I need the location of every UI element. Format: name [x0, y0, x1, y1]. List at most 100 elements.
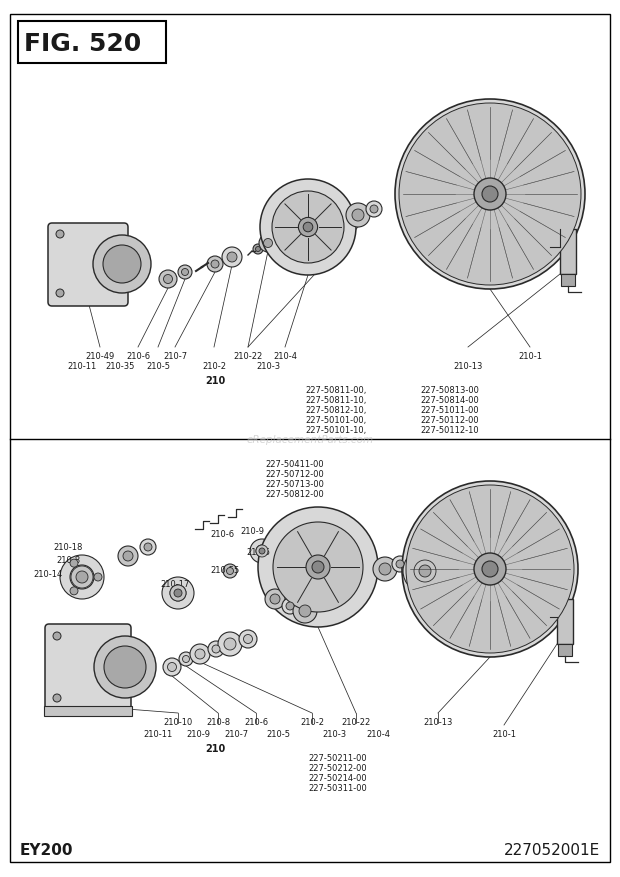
Text: 210-2: 210-2 [300, 717, 324, 726]
Circle shape [270, 595, 280, 604]
Text: 210-7: 210-7 [224, 729, 248, 738]
Text: 210-5: 210-5 [266, 729, 290, 738]
Circle shape [244, 635, 252, 644]
Circle shape [174, 589, 182, 597]
Circle shape [255, 247, 260, 253]
Circle shape [298, 218, 317, 238]
Text: 210-6: 210-6 [244, 717, 268, 726]
Circle shape [253, 245, 263, 254]
Text: 227-51011-00: 227-51011-00 [420, 405, 479, 415]
Circle shape [346, 203, 370, 228]
Circle shape [70, 566, 94, 589]
Circle shape [71, 567, 93, 588]
Circle shape [265, 589, 285, 610]
Circle shape [256, 545, 268, 558]
Text: 227-50713-00: 227-50713-00 [265, 480, 324, 488]
Circle shape [76, 571, 88, 583]
Bar [561, 275, 575, 287]
Circle shape [373, 558, 397, 581]
Circle shape [312, 561, 324, 574]
Circle shape [170, 585, 186, 602]
Text: 210-22: 210-22 [342, 717, 371, 726]
Text: 227-50813-00: 227-50813-00 [420, 386, 479, 395]
Circle shape [164, 275, 172, 284]
Circle shape [273, 523, 363, 612]
Circle shape [370, 206, 378, 214]
Bar [18, 22, 166, 64]
Circle shape [396, 560, 404, 568]
Circle shape [293, 599, 317, 624]
Text: 227-50811-00,: 227-50811-00, [305, 386, 366, 395]
Text: 227-50811-10,: 227-50811-10, [305, 396, 366, 404]
Circle shape [286, 602, 294, 610]
Circle shape [195, 649, 205, 660]
Circle shape [179, 652, 193, 667]
Text: 210: 210 [205, 375, 225, 386]
Circle shape [123, 552, 133, 561]
Circle shape [163, 659, 181, 676]
Bar [44, 706, 132, 717]
Circle shape [299, 605, 311, 617]
Text: 210-9: 210-9 [186, 729, 210, 738]
Circle shape [93, 236, 151, 294]
Text: 210-49: 210-49 [86, 352, 115, 360]
Circle shape [162, 577, 194, 610]
Circle shape [239, 631, 257, 648]
Text: 227-50112-10: 227-50112-10 [420, 425, 479, 434]
Circle shape [224, 638, 236, 650]
Circle shape [250, 539, 274, 563]
Circle shape [306, 555, 330, 580]
Circle shape [303, 223, 313, 232]
Text: 227-50311-00: 227-50311-00 [308, 783, 367, 792]
Circle shape [170, 585, 186, 602]
Text: eReplacementParts.com: eReplacementParts.com [246, 434, 374, 445]
Text: 227052001E: 227052001E [503, 842, 600, 857]
Circle shape [208, 641, 224, 657]
Circle shape [399, 103, 581, 286]
Circle shape [482, 561, 498, 577]
Circle shape [395, 100, 585, 289]
Circle shape [178, 266, 192, 280]
Text: 210-55: 210-55 [210, 566, 239, 574]
Text: 227-50812-10,: 227-50812-10, [305, 405, 366, 415]
Circle shape [256, 545, 268, 558]
Text: 227-50212-00: 227-50212-00 [308, 763, 366, 772]
Text: 210-4: 210-4 [273, 352, 297, 360]
Circle shape [414, 560, 436, 582]
Circle shape [159, 271, 177, 289]
Text: 210-14: 210-14 [33, 569, 63, 578]
Text: 227-50214-00: 227-50214-00 [308, 774, 366, 782]
Circle shape [259, 235, 277, 253]
Circle shape [366, 202, 382, 217]
Circle shape [56, 289, 64, 297]
Text: 210-7: 210-7 [163, 352, 187, 360]
Circle shape [259, 548, 265, 554]
Circle shape [140, 539, 156, 555]
Circle shape [223, 565, 237, 578]
Text: 210-22: 210-22 [233, 352, 263, 360]
Circle shape [226, 567, 234, 574]
Text: 210-2: 210-2 [202, 361, 226, 371]
Text: 210-6: 210-6 [126, 352, 150, 360]
Circle shape [182, 269, 188, 276]
Text: 227-50112-00: 227-50112-00 [420, 416, 479, 424]
Text: 210-4: 210-4 [366, 729, 390, 738]
Circle shape [53, 695, 61, 702]
Text: 210: 210 [205, 743, 225, 753]
Circle shape [207, 257, 223, 273]
Circle shape [352, 210, 364, 222]
Circle shape [167, 663, 177, 672]
Bar [560, 230, 576, 275]
Circle shape [379, 563, 391, 575]
Circle shape [413, 560, 437, 583]
Circle shape [218, 632, 242, 656]
Bar [558, 645, 572, 656]
Circle shape [60, 555, 104, 599]
Text: 227-50814-00: 227-50814-00 [420, 396, 479, 404]
Circle shape [264, 239, 273, 248]
Circle shape [272, 192, 344, 264]
Circle shape [182, 656, 190, 663]
Text: 210-5: 210-5 [146, 361, 170, 371]
Circle shape [103, 246, 141, 283]
Circle shape [392, 556, 408, 573]
